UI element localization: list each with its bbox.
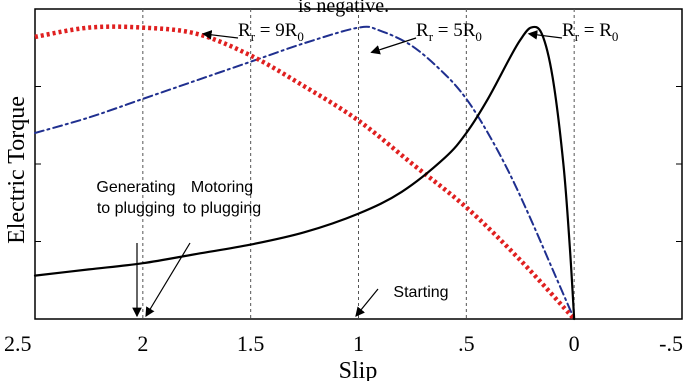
series-line <box>34 24 576 321</box>
series-layer <box>33 24 576 321</box>
annotation-arrow <box>202 30 239 40</box>
annotation-arrow <box>370 37 417 55</box>
plot-frame <box>34 8 683 320</box>
x-tick-label: 1.5 <box>237 331 265 356</box>
arrow-callout-label: Motoring to plugging <box>183 179 261 217</box>
grid-lines <box>142 9 575 319</box>
x-tick-label: .5 <box>458 331 475 356</box>
series-annotation-label: Rr = 5R0 <box>416 20 482 44</box>
x-axis-title: Slip <box>339 358 378 381</box>
callout-arrow <box>145 242 191 318</box>
arrow-callout-label: Generating to plugging <box>96 179 175 217</box>
x-tick-label: 2 <box>137 331 148 356</box>
y-axis-title: Electric Torque <box>4 96 30 244</box>
annotations: Rr = 9R0 Rr = 5R0 Rr = R0 Generating to plug… <box>96 20 618 318</box>
series-annotation-label: Rr = 9R0 <box>238 20 304 44</box>
arrow-callout-label: Starting <box>393 284 448 301</box>
annotation-arrow <box>527 30 563 40</box>
series-line <box>33 25 576 321</box>
callout-arrow <box>355 288 379 317</box>
y-tick-marks <box>35 86 682 242</box>
series-line <box>34 25 576 320</box>
x-tick-label: 0 <box>569 331 580 356</box>
x-tick-labels: 2.5 2 1.5 1.5 0 -.5 <box>4 331 683 356</box>
series-annotation-label: Rr = R0 <box>562 20 618 44</box>
x-tick-label: 1 <box>353 331 364 356</box>
x-tick-label: 2.5 <box>4 331 32 356</box>
x-tick-label: -.5 <box>659 331 683 356</box>
